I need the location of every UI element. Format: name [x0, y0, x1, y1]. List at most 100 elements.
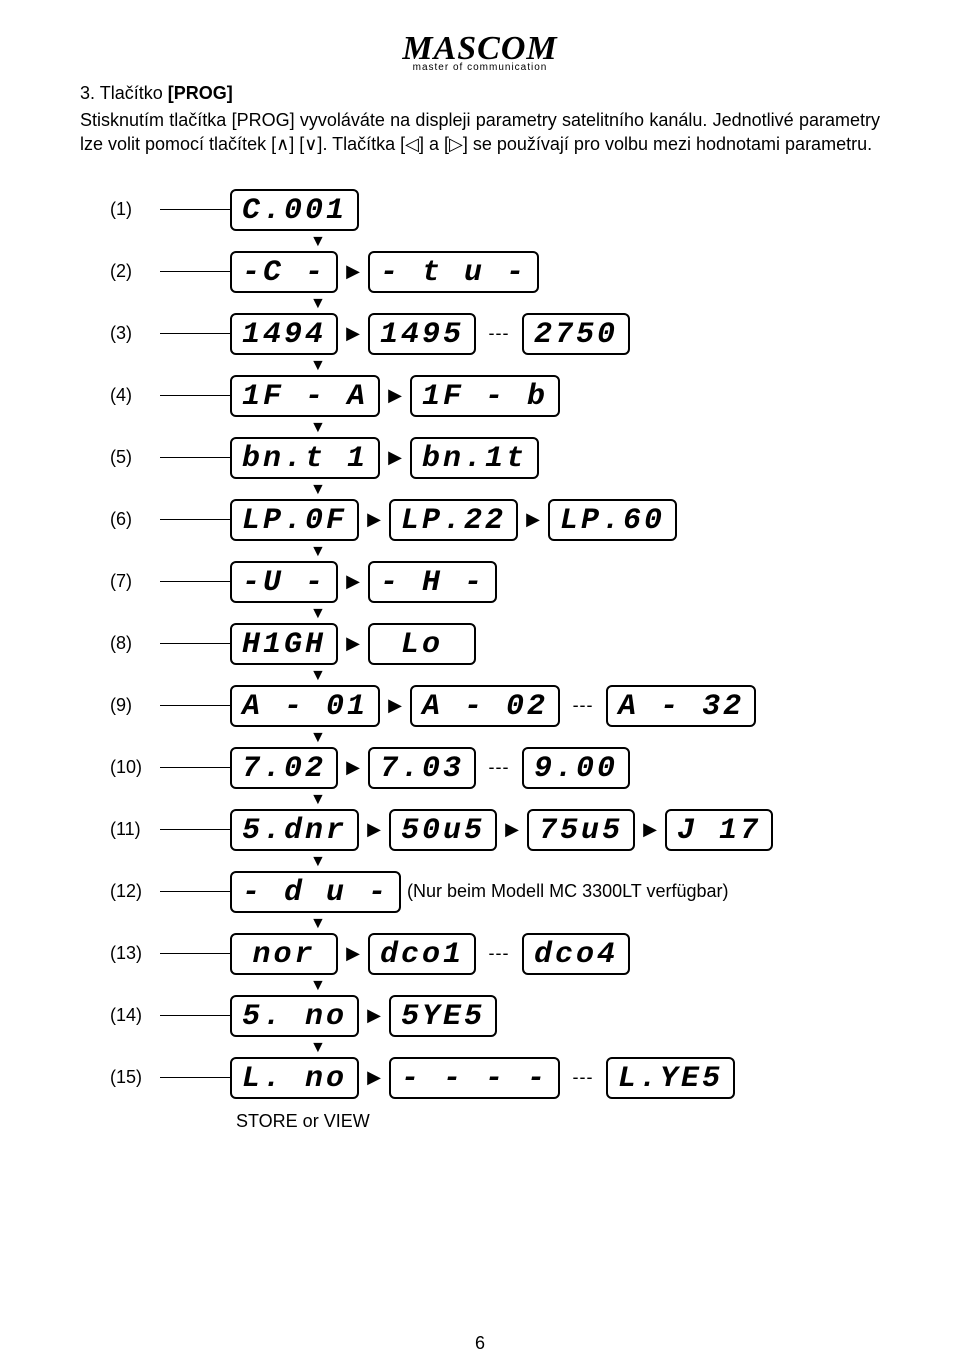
diagram-row: (5)bn.t 1▶bn.1t▼	[110, 427, 880, 489]
connector-line	[160, 457, 230, 458]
row-boxes: 1494▶1495---2750	[230, 313, 630, 355]
lcd-box: C.001	[230, 189, 359, 231]
diagram-row: (10)7.02▶7.03---9.00▼	[110, 737, 880, 799]
right-arrow-icon: ▶	[346, 571, 360, 592]
row-boxes: 1F - A▶1F - b	[230, 375, 560, 417]
right-arrow-icon: ▶	[367, 1067, 381, 1088]
diagram-row: (8)H1GH▶Lo▼	[110, 613, 880, 675]
right-arrow-icon: ▶	[643, 819, 657, 840]
lcd-box: nor	[230, 933, 338, 975]
connector-line	[160, 953, 230, 954]
diagram-row: (14)5. no▶5YE5▼	[110, 985, 880, 1047]
lcd-box: -C -	[230, 251, 338, 293]
right-arrow-icon: ▶	[388, 447, 402, 468]
row-boxes: LP.0F▶LP.22▶LP.60	[230, 499, 677, 541]
right-arrow-icon: ▶	[367, 819, 381, 840]
connector-line	[160, 395, 230, 396]
right-arrow-icon: ▶	[367, 1005, 381, 1026]
diagram-row: (11)5.dnr▶50u5▶75u5▶J 17▼	[110, 799, 880, 861]
row-boxes: 7.02▶7.03---9.00	[230, 747, 630, 789]
lcd-flow-diagram: (1)C.001▼(2)-C -▶- t u -▼(3)1494▶1495---…	[110, 179, 880, 1109]
lcd-box: 1494	[230, 313, 338, 355]
lcd-box: LP.60	[548, 499, 677, 541]
connector-line	[160, 705, 230, 706]
para-text: Stisknutím tlačítka	[80, 110, 232, 130]
row-label: (1)	[110, 199, 160, 220]
lcd-box: H1GH	[230, 623, 338, 665]
lcd-box: 1F - b	[410, 375, 560, 417]
diagram-row: (3)1494▶1495---2750▼	[110, 303, 880, 365]
diagram-row: (13)nor▶dco1---dco4▼	[110, 923, 880, 985]
lcd-box: LP.0F	[230, 499, 359, 541]
diagram-row: (7)-U -▶- H -▼	[110, 551, 880, 613]
heading-number: 3.	[80, 83, 95, 103]
lcd-box: bn.t 1	[230, 437, 380, 479]
row-label: (10)	[110, 757, 160, 778]
row-label: (14)	[110, 1005, 160, 1026]
connector-line	[160, 643, 230, 644]
row-label: (13)	[110, 943, 160, 964]
dashes: ---	[484, 757, 514, 778]
connector-line	[160, 519, 230, 520]
row-boxes: -U - ▶ - H -	[230, 561, 497, 603]
connector-line	[160, 209, 230, 210]
connector-line	[160, 891, 230, 892]
row-label: (11)	[110, 819, 160, 840]
lcd-box: bn.1t	[410, 437, 539, 479]
document-page: MASCOM master of communication 3. Tlačít…	[0, 0, 960, 1368]
lcd-box: - d u -	[230, 871, 401, 913]
para-text: . Tlačítka	[322, 134, 400, 154]
row-label: (12)	[110, 881, 160, 902]
row-boxes: A - 01▶A - 02---A - 32	[230, 685, 756, 727]
row-label: (4)	[110, 385, 160, 406]
lcd-box: - - - -	[389, 1057, 560, 1099]
row-label: (6)	[110, 509, 160, 530]
row-boxes: bn.t 1 ▶ bn.1t	[230, 437, 539, 479]
lcd-box: 50u5	[389, 809, 497, 851]
row-boxes: - d u -	[230, 871, 401, 913]
lcd-box: 2750	[522, 313, 630, 355]
row-note: (Nur beim Modell MC 3300LT verfügbar)	[407, 881, 728, 902]
row-label: (3)	[110, 323, 160, 344]
row-boxes: C.001	[230, 189, 359, 231]
row-label: (5)	[110, 447, 160, 468]
footer-label: STORE or VIEW	[236, 1111, 880, 1132]
dashes: ---	[484, 323, 514, 344]
right-arrow-icon: ▶	[367, 509, 381, 530]
lcd-box: 7.02	[230, 747, 338, 789]
lcd-box: 5YE5	[389, 995, 497, 1037]
connector-line	[160, 581, 230, 582]
lcd-box: J 17	[665, 809, 773, 851]
right-arrow-icon: ▶	[346, 323, 360, 344]
body-paragraph: Stisknutím tlačítka [PROG] vyvoláváte na…	[80, 108, 880, 157]
diagram-row: (15)L. no▶- - - ----L.YE5	[110, 1047, 880, 1109]
lcd-box: 5.dnr	[230, 809, 359, 851]
lcd-box: -U -	[230, 561, 338, 603]
row-boxes: 5. no▶5YE5	[230, 995, 497, 1037]
right-arrow-icon: ▶	[346, 943, 360, 964]
right-arrow-icon: ▶	[526, 509, 540, 530]
row-label: (15)	[110, 1067, 160, 1088]
page-number: 6	[0, 1333, 960, 1354]
para-bold: [PROG]	[232, 110, 295, 130]
lcd-box: L. no	[230, 1057, 359, 1099]
lcd-box: dco4	[522, 933, 630, 975]
row-label: (7)	[110, 571, 160, 592]
para-text: vyvoláváte na displeji parametry satelit…	[295, 110, 708, 130]
connector-line	[160, 1015, 230, 1016]
right-arrow-icon: ▶	[346, 757, 360, 778]
right-arrow-icon: ▶	[505, 819, 519, 840]
lcd-box: - H -	[368, 561, 497, 603]
row-label: (2)	[110, 261, 160, 282]
connector-line	[160, 271, 230, 272]
connector-line	[160, 1077, 230, 1078]
diagram-row: (4)1F - A▶1F - b▼	[110, 365, 880, 427]
lcd-box: - t u -	[368, 251, 539, 293]
right-arrow-icon: ▶	[346, 633, 360, 654]
lcd-box: L.YE5	[606, 1057, 735, 1099]
para-text: se používají pro volbu mezi hodnotami pa…	[468, 134, 872, 154]
row-boxes: L. no▶- - - ----L.YE5	[230, 1057, 735, 1099]
connector-line	[160, 829, 230, 830]
dashes: ---	[484, 943, 514, 964]
para-bold: [∧] [∨]	[271, 134, 322, 154]
